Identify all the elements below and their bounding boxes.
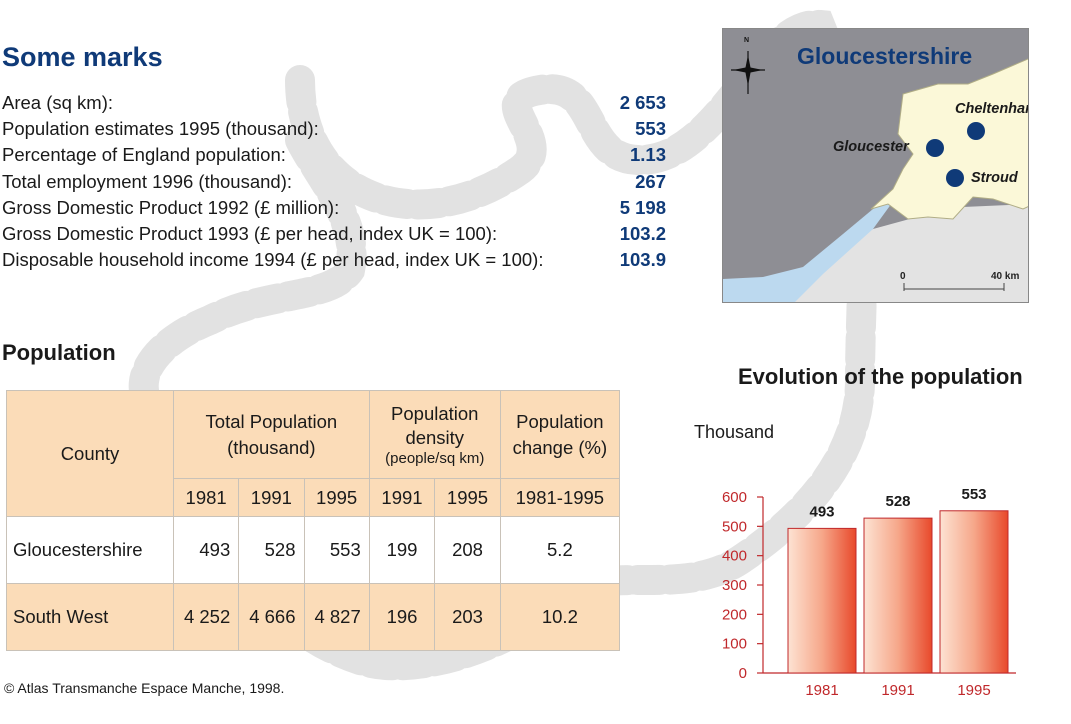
y-tick-label: 600 (722, 489, 747, 506)
header-year: 1995 (303, 478, 370, 517)
header-year: 1981-1995 (499, 478, 621, 517)
chart-title: Evolution of the population (738, 364, 1023, 389)
y-tick-label: 400 (722, 548, 747, 565)
mark-label: Gross Domestic Product 1992 (£ million): (2, 196, 340, 218)
header-county: County (6, 390, 174, 517)
y-tick-label: 0 (739, 665, 747, 682)
population-table: County Total Population (thousand) Popul… (6, 390, 621, 651)
header-year: 1991 (238, 478, 305, 517)
county-name: Gloucestershire (6, 516, 174, 584)
header-total-label: Total Population (thousand) (205, 410, 338, 458)
header-year: 1995 (434, 478, 501, 517)
bar-value-label: 528 (885, 493, 910, 510)
table-cell: 199 (368, 516, 436, 584)
mark-row-income: Disposable household income 1994 (£ per … (2, 247, 666, 273)
mark-value: 103.9 (619, 249, 666, 271)
chart-bar (939, 510, 1009, 674)
mark-row-area: Area (sq km): 2 653 (2, 90, 666, 116)
x-tick-label: 1995 (957, 682, 990, 699)
mark-row-gdp-total: Gross Domestic Product 1992 (£ million):… (2, 195, 666, 221)
town-dot-gloucester (926, 139, 944, 157)
table-cell: 10.2 (499, 583, 621, 651)
table-cell: 493 (172, 516, 240, 584)
header-density: Population density (people/sq km) (368, 390, 501, 479)
y-tick-label: 500 (722, 518, 747, 535)
x-tick-label: 1981 (805, 682, 838, 699)
table-cell: 4 666 (238, 583, 305, 651)
header-total-population: Total Population (thousand) (173, 390, 370, 479)
mark-value: 103.2 (619, 222, 666, 244)
neighbour-area (765, 204, 1028, 302)
y-tick-label: 200 (722, 606, 747, 623)
table-cell: 203 (434, 583, 501, 651)
mark-label: Population estimates 1995 (thousand): (2, 118, 319, 140)
scale-bar (903, 283, 1005, 291)
town-dot-stroud (946, 169, 964, 187)
mark-label: Area (sq km): (2, 92, 114, 113)
header-density-unit: (people/sq km) (385, 450, 485, 467)
mark-value: 1.13 (629, 144, 666, 166)
header-year: 1991 (368, 478, 436, 517)
marks-title: Some marks (2, 42, 163, 72)
y-tick-label: 300 (722, 577, 747, 594)
map-title: Gloucestershire (797, 43, 973, 69)
mark-value: 267 (635, 170, 666, 192)
table-cell: 5.2 (499, 516, 621, 584)
mark-value: 553 (635, 118, 666, 140)
table-row: Gloucestershire 493 528 553 199 208 5.2 (6, 516, 621, 584)
table-cell: 528 (238, 516, 305, 584)
mark-row-gdp-head: Gross Domestic Product 1993 (£ per head,… (2, 221, 666, 247)
county-shape (870, 58, 1028, 220)
mark-label: Gross Domestic Product 1993 (£ per head,… (2, 222, 498, 244)
credit-text: © Atlas Transmanche Espace Manche, 1998. (4, 680, 285, 696)
mark-value: 5 198 (619, 196, 666, 218)
table-cell: 4 827 (303, 583, 370, 651)
population-title: Population (2, 340, 116, 365)
bar-value-label: 493 (809, 503, 834, 520)
header-density-label: Population density (391, 403, 479, 448)
x-tick-label: 1991 (881, 682, 914, 699)
header-change: Population change (%) (499, 390, 621, 479)
town-label-gloucester: Gloucester (833, 139, 909, 155)
population-bar-chart: 0 100 200 300 400 500 600 493 1981 528 1991 553 199… (722, 486, 1016, 699)
town-dot-cheltenham (967, 122, 985, 140)
table-cell: 208 (434, 516, 501, 584)
scale-label-end: 40 km (991, 271, 1020, 282)
location-map: N Gloucestershire Cheltenham Gloucester … (722, 28, 1029, 303)
north-label: N (744, 37, 750, 44)
mark-row-percentage: Percentage of England population: 1.13 (2, 142, 666, 168)
table-cell: 196 (368, 583, 436, 651)
town-label-stroud: Stroud (971, 170, 1018, 186)
mark-label: Disposable household income 1994 (£ per … (2, 249, 544, 271)
mark-label: Percentage of England population: (2, 144, 286, 166)
water-estuary (723, 174, 913, 302)
scale-label-start: 0 (900, 271, 906, 282)
county-name: South West (6, 583, 174, 651)
chart-bar (863, 517, 933, 674)
header-change-label: Population change (%) (512, 410, 608, 458)
mark-row-population: Population estimates 1995 (thousand): 553 (2, 116, 666, 142)
table-cell: 553 (303, 516, 370, 584)
chart-unit-label: Thousand (694, 422, 775, 442)
chart-bar (787, 527, 857, 674)
map-graphic (723, 51, 1028, 302)
north-arrow-star-h (733, 67, 763, 73)
mark-value: 2 653 (619, 92, 666, 113)
y-tick-label: 100 (722, 636, 747, 653)
town-label-cheltenham: Cheltenham (955, 101, 1028, 117)
bar-value-label: 553 (961, 486, 986, 503)
table-row: South West 4 252 4 666 4 827 196 203 10.… (6, 583, 621, 651)
mark-label: Total employment 1996 (thousand): (2, 170, 293, 192)
mark-row-employment: Total employment 1996 (thousand): 267 (2, 169, 666, 195)
marks-list: Area (sq km): 2 653 Population estimates … (2, 90, 666, 273)
table-cell: 4 252 (172, 583, 240, 651)
header-year: 1981 (172, 478, 240, 517)
